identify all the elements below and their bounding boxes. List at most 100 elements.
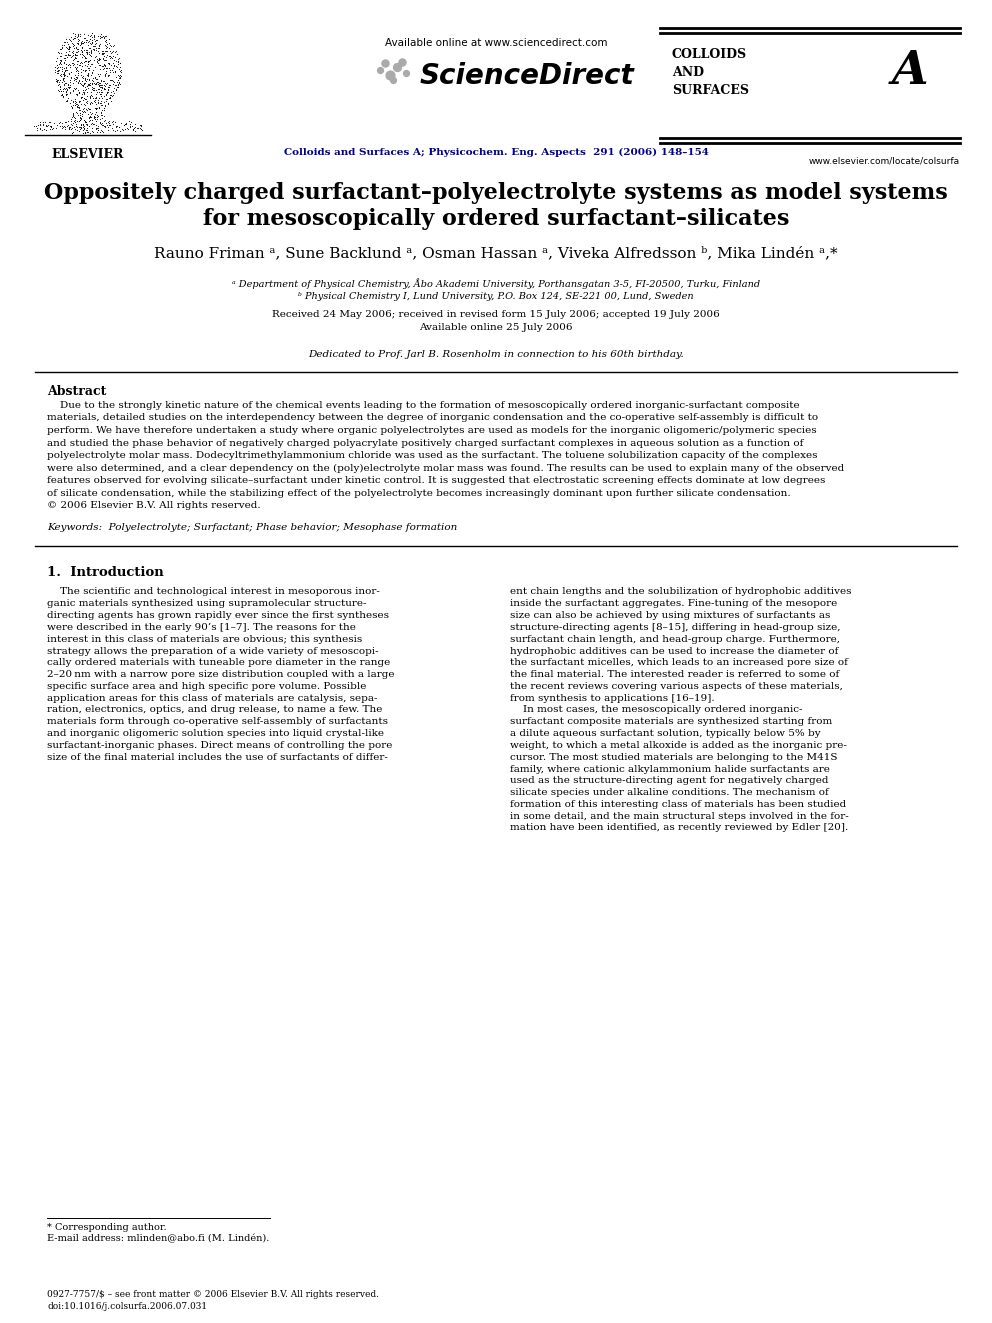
Point	[64, 49, 80, 70]
Point	[39, 119, 55, 140]
Text: mation have been identified, as recently reviewed by Edler [20].: mation have been identified, as recently…	[510, 823, 848, 832]
Point	[93, 119, 109, 140]
Point	[69, 93, 85, 114]
Point	[101, 54, 117, 75]
Text: Available online 25 July 2006: Available online 25 July 2006	[420, 323, 572, 332]
Point	[101, 74, 117, 95]
Point	[105, 111, 121, 132]
Point	[74, 33, 90, 54]
Point	[94, 114, 110, 135]
Point	[110, 70, 126, 91]
Point	[100, 32, 116, 53]
Point	[68, 32, 84, 53]
Point	[74, 114, 90, 135]
Point	[59, 82, 74, 103]
Point	[78, 111, 94, 132]
Point	[67, 69, 83, 90]
Point	[77, 46, 93, 67]
Point	[58, 48, 73, 69]
Text: size of the final material includes the use of surfactants of differ-: size of the final material includes the …	[47, 753, 388, 762]
Text: strategy allows the preparation of a wide variety of mesoscopi-: strategy allows the preparation of a wid…	[47, 647, 379, 655]
Point	[81, 110, 97, 131]
Point	[51, 112, 66, 134]
Point	[76, 98, 92, 119]
Point	[72, 102, 88, 123]
Point	[102, 87, 118, 108]
Point	[94, 120, 110, 142]
Point	[95, 48, 111, 69]
Point	[68, 53, 84, 74]
Point	[68, 60, 84, 81]
Point	[385, 69, 401, 90]
Point	[87, 66, 103, 87]
Point	[56, 78, 71, 99]
Point	[43, 115, 59, 136]
Text: Abstract: Abstract	[47, 385, 106, 398]
Point	[36, 112, 52, 134]
Point	[63, 98, 79, 119]
Point	[80, 52, 96, 73]
Point	[32, 118, 48, 139]
Point	[94, 26, 110, 48]
Point	[64, 107, 80, 128]
Point	[87, 87, 103, 108]
Point	[82, 94, 98, 115]
Point	[91, 65, 107, 86]
Point	[70, 50, 86, 71]
Point	[48, 70, 63, 91]
Point	[67, 66, 83, 87]
Point	[76, 32, 92, 53]
Point	[94, 44, 110, 65]
Point	[62, 70, 77, 91]
Point	[102, 41, 118, 62]
Point	[52, 111, 67, 132]
Point	[96, 65, 112, 86]
Point	[64, 52, 80, 73]
Point	[99, 89, 115, 110]
Point	[75, 115, 91, 136]
Point	[64, 122, 80, 143]
Point	[76, 122, 92, 143]
Text: a dilute aqueous surfactant solution, typically below 5% by: a dilute aqueous surfactant solution, ty…	[510, 729, 820, 738]
Point	[80, 74, 96, 95]
Point	[103, 85, 119, 106]
Point	[64, 91, 80, 112]
Point	[113, 65, 129, 86]
Point	[55, 86, 70, 107]
Point	[85, 36, 101, 57]
Point	[66, 25, 82, 46]
Point	[53, 78, 68, 99]
Point	[100, 93, 116, 114]
Point	[79, 120, 95, 142]
Point	[109, 49, 125, 70]
Point	[73, 118, 89, 139]
Point	[67, 28, 83, 49]
Point	[57, 71, 72, 93]
Point	[79, 62, 95, 83]
Point	[72, 25, 88, 46]
Point	[50, 60, 65, 81]
Point	[94, 77, 110, 98]
Point	[69, 97, 85, 118]
Point	[69, 25, 85, 46]
Point	[53, 46, 68, 67]
Point	[52, 38, 67, 60]
Point	[58, 85, 73, 106]
Point	[51, 41, 66, 62]
Point	[62, 77, 77, 98]
Point	[69, 45, 85, 66]
Text: materials, detailed studies on the interdependency between the degree of inorgan: materials, detailed studies on the inter…	[47, 414, 818, 422]
Point	[80, 122, 96, 143]
Point	[101, 58, 117, 79]
Point	[70, 38, 86, 60]
Text: 1.  Introduction: 1. Introduction	[47, 565, 164, 578]
Text: ent chain lengths and the solubilization of hydrophobic additives: ent chain lengths and the solubilization…	[510, 587, 851, 597]
Point	[101, 28, 117, 49]
Text: Keywords:  Polyelectrolyte; Surfactant; Phase behavior; Mesophase formation: Keywords: Polyelectrolyte; Surfactant; P…	[47, 524, 457, 532]
Point	[113, 112, 129, 134]
Point	[42, 115, 58, 136]
Point	[74, 122, 90, 143]
Point	[103, 36, 119, 57]
Point	[58, 119, 73, 140]
Point	[130, 118, 146, 139]
